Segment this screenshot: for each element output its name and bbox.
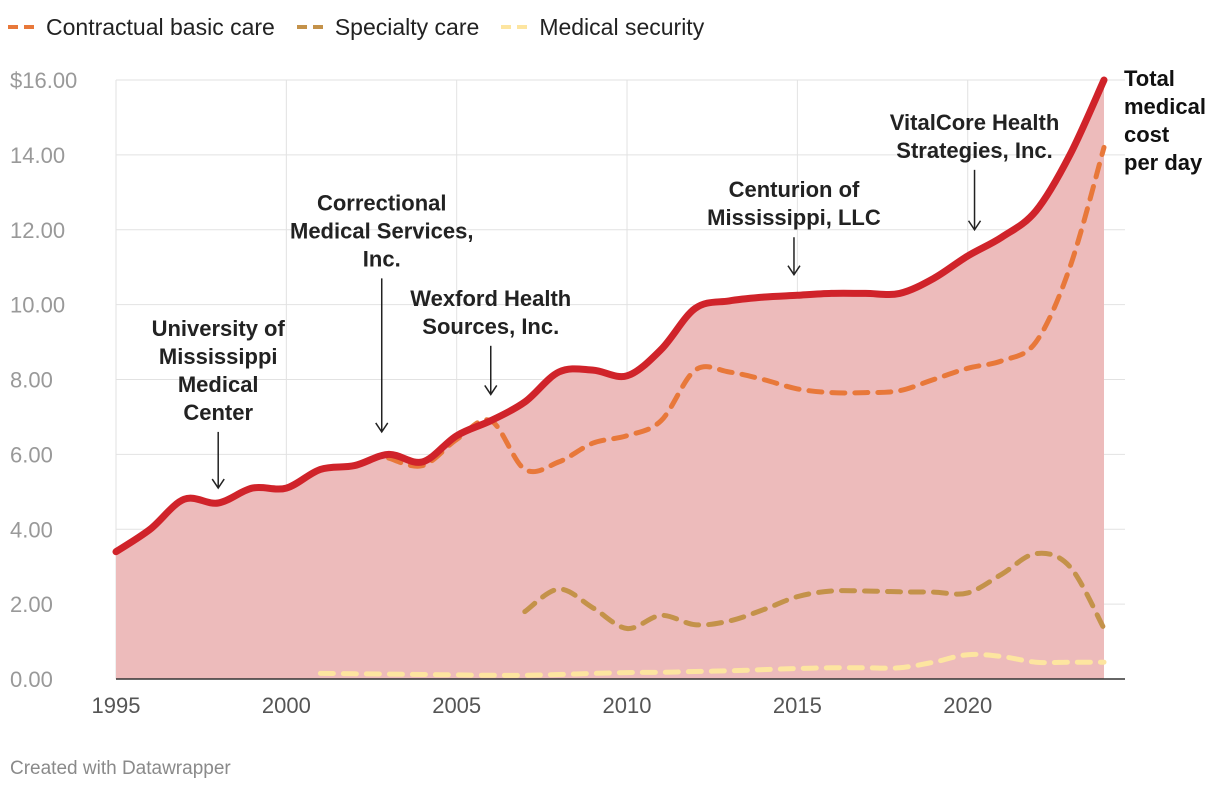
- y-tick-label: 2.00: [10, 592, 53, 617]
- annotation-label: Sources, Inc.: [422, 314, 559, 339]
- legend-item: Specialty care: [296, 13, 480, 41]
- y-tick-label: 8.00: [10, 368, 53, 393]
- series-line-specialty-care: [522, 550, 1107, 632]
- y-tick-label: 12.00: [10, 218, 65, 243]
- y-tick-label: 6.00: [10, 442, 53, 467]
- end-label-line: cost: [1124, 122, 1170, 147]
- legend-label: Medical security: [539, 13, 705, 40]
- end-label-line: Total: [1124, 66, 1175, 91]
- series-line-total-medical-cost: [112, 76, 1108, 556]
- legend-label: Contractual basic care: [46, 13, 275, 40]
- annotation-arrowhead: [211, 478, 225, 490]
- annotation-label: Mississippi: [159, 344, 278, 369]
- legend: Contractual basic care Specialty care Medi…: [8, 12, 704, 42]
- legend-swatch: [8, 25, 40, 29]
- legend-item: Contractual basic care: [8, 14, 275, 41]
- x-tick-label: 2020: [943, 693, 992, 718]
- annotation-label: Medical Services,: [290, 218, 473, 243]
- annotation-label: VitalCore Health: [890, 110, 1060, 135]
- annotation-arrowhead: [967, 220, 982, 232]
- annotation-label: Medical: [178, 372, 259, 397]
- series-line-medical-security: [317, 651, 1107, 678]
- x-tick-label: 2015: [773, 693, 822, 718]
- total-area: [116, 80, 1104, 679]
- annotation-label: Strategies, Inc.: [896, 138, 1053, 163]
- line-chart: 0.00 2.00 4.00 6.00 8.00 10.00 12.00 14.00 $16.0…: [10, 66, 1206, 718]
- annotation-label: Center: [183, 400, 253, 425]
- axes: 0.00 2.00 4.00 6.00 8.00 10.00 12.00 14.00 $16.0…: [10, 68, 1125, 718]
- legend-swatch: [296, 25, 329, 29]
- annotation-label: Wexford Health: [410, 286, 571, 311]
- annotation-label: Mississippi, LLC: [707, 205, 881, 230]
- legend-swatch: [501, 25, 534, 29]
- x-tick-label: 2000: [262, 693, 311, 718]
- y-tick-label: 0.00: [10, 667, 53, 692]
- x-tick-label: 2005: [432, 693, 481, 718]
- end-label-line: per day: [1124, 150, 1203, 175]
- annotation-arrowhead: [375, 422, 389, 434]
- y-tick-label: 10.00: [10, 293, 65, 318]
- legend-item: Medical security: [501, 14, 704, 41]
- series-line-contractual-basic-care: [386, 144, 1107, 475]
- y-tick-label: 14.00: [10, 143, 65, 168]
- annotation-label: Inc.: [363, 246, 401, 271]
- y-tick-label: $16.00: [10, 68, 77, 93]
- x-tick-label: 2010: [603, 693, 652, 718]
- annotation-label: Correctional: [317, 190, 447, 215]
- annotation-arrowhead: [787, 265, 801, 277]
- annotations: Total medical cost per day University of Miss…: [152, 66, 1206, 490]
- annotation-label: University of: [152, 316, 286, 341]
- annotation-label: Centurion of: [729, 177, 860, 202]
- legend-label: Specialty care: [334, 13, 480, 40]
- x-tick-label: 1995: [92, 693, 141, 718]
- series-lines: [112, 76, 1108, 678]
- annotation-arrowhead: [484, 385, 498, 396]
- credit-note: Created with Datawrapper: [10, 758, 231, 779]
- y-tick-label: 4.00: [10, 517, 53, 542]
- end-label-line: medical: [1124, 94, 1206, 119]
- area-fill: [116, 80, 1104, 679]
